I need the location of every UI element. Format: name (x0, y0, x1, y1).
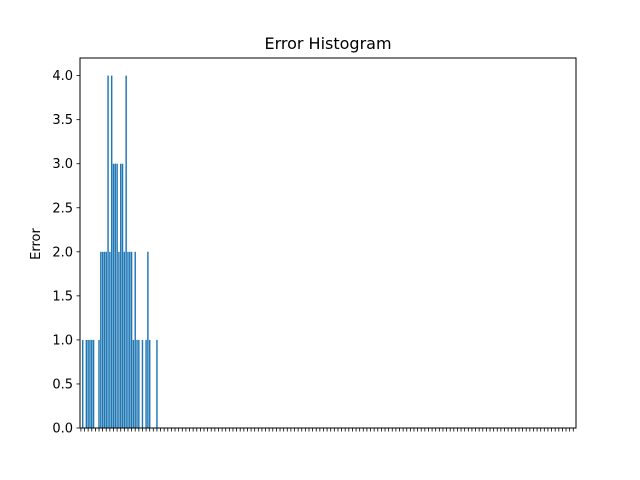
bar (107, 75, 109, 428)
bar (98, 339, 100, 428)
y-ticks-group: 0.0 0.5 1.0 1.5 2.0 2.5 3.0 3.5 4.0 (52, 69, 80, 437)
bar (121, 163, 124, 428)
bar (101, 251, 104, 428)
x-ticks-group (80, 428, 574, 432)
bar (114, 163, 117, 428)
y-tick-label: 1.5 (52, 289, 73, 304)
bar (112, 163, 115, 428)
bar (147, 251, 149, 428)
bar (103, 251, 106, 428)
bar (132, 339, 135, 428)
bar (148, 339, 151, 428)
bar (105, 251, 107, 428)
y-tick-label: 2.5 (52, 201, 73, 216)
bar (138, 339, 140, 428)
bar (125, 75, 127, 428)
bar (127, 251, 129, 428)
bar (87, 339, 89, 428)
bar (92, 339, 95, 428)
bar (145, 339, 147, 428)
bar (81, 339, 84, 428)
bar (134, 251, 136, 428)
y-tick-label: 2.0 (52, 245, 73, 260)
chart-title: Error Histogram (264, 34, 391, 53)
bar (141, 339, 144, 428)
bar (156, 339, 158, 428)
bar (120, 163, 122, 428)
bar (129, 251, 131, 428)
bar (130, 251, 133, 428)
y-tick-label: 0.5 (52, 377, 73, 392)
y-tick-label: 0.0 (52, 422, 73, 437)
plot-frame (79, 57, 577, 429)
bar (118, 251, 120, 428)
y-tick-label: 1.0 (52, 333, 73, 348)
bar (123, 251, 126, 428)
bar (89, 339, 91, 428)
bar (109, 251, 111, 428)
y-tick-label: 4.0 (52, 69, 73, 84)
bar (85, 339, 88, 428)
bar (136, 339, 138, 428)
y-tick-label: 3.0 (52, 157, 73, 172)
bar (110, 75, 113, 428)
y-tick-label: 3.5 (52, 113, 73, 128)
bars-group (81, 75, 158, 428)
bar (116, 163, 118, 428)
bar (100, 251, 102, 428)
y-axis-label: Error (29, 228, 44, 260)
bar (91, 339, 93, 428)
